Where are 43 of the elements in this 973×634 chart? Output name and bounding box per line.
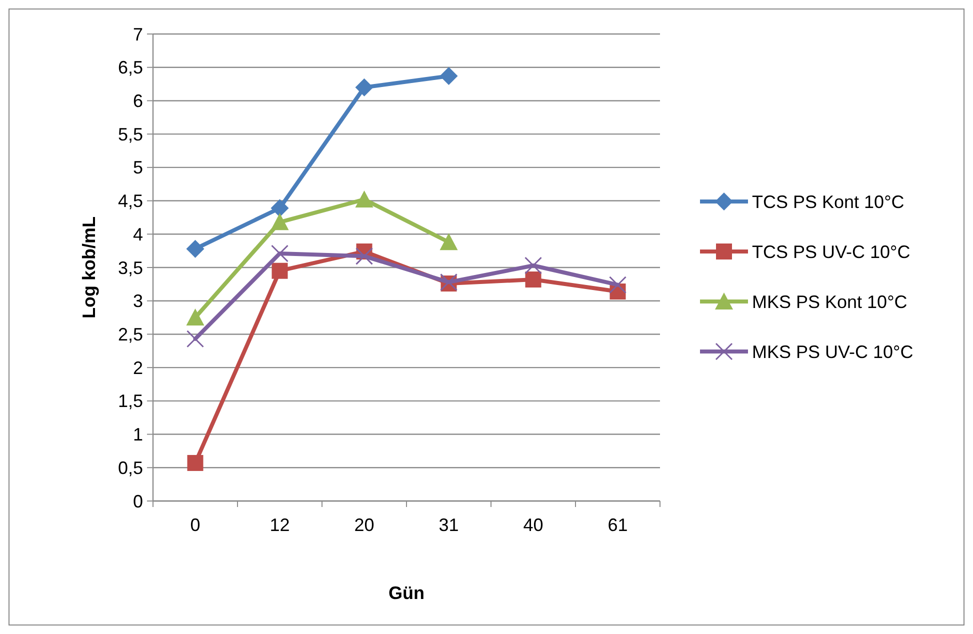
y-tick-label: 7 bbox=[132, 24, 143, 44]
y-axis-title: Log kob/mL bbox=[79, 216, 99, 318]
legend-label: MKS PS UV-C 10°C bbox=[752, 342, 914, 362]
x-tick-label: 61 bbox=[608, 515, 628, 535]
y-tick-label: 3,5 bbox=[118, 258, 143, 278]
point bbox=[270, 213, 289, 230]
point bbox=[525, 272, 542, 288]
y-tick-label: 1,5 bbox=[118, 391, 143, 412]
y-tick-label: 2 bbox=[132, 358, 143, 378]
point bbox=[272, 262, 288, 279]
legend-label: TCS PS Kont 10°C bbox=[752, 192, 904, 212]
x-tick-label: 0 bbox=[190, 515, 200, 535]
y-tick-label: 3 bbox=[132, 291, 143, 312]
point bbox=[356, 247, 373, 265]
legend-label: TCS PS UV-C 10°C bbox=[752, 242, 910, 262]
legend-label: MKS PS Kont 10°C bbox=[752, 292, 908, 312]
x-tick-label: 40 bbox=[523, 515, 544, 535]
x-axis-title: Gün bbox=[388, 583, 424, 603]
point bbox=[186, 308, 204, 326]
point bbox=[186, 240, 204, 258]
point bbox=[355, 78, 374, 96]
y-tick-label: 5 bbox=[132, 158, 143, 178]
point bbox=[524, 256, 542, 274]
y-tick-label: 1 bbox=[132, 424, 143, 445]
y-tick-label: 2,5 bbox=[118, 324, 143, 345]
point bbox=[187, 454, 204, 471]
y-tick-label: 5,5 bbox=[118, 124, 143, 144]
point bbox=[270, 199, 289, 218]
point bbox=[609, 276, 626, 294]
x-tick-label: 12 bbox=[270, 515, 290, 535]
point bbox=[440, 233, 458, 250]
y-tick-label: 4 bbox=[132, 224, 143, 244]
point bbox=[440, 67, 458, 86]
x-tick-label: 31 bbox=[438, 515, 459, 535]
y-tick-label: 4,5 bbox=[118, 191, 143, 212]
point bbox=[355, 190, 374, 208]
y-tick-label: 0,5 bbox=[118, 458, 143, 478]
y-tick-label: 6,5 bbox=[118, 58, 143, 78]
x-tick-label: 20 bbox=[354, 515, 374, 535]
point bbox=[186, 330, 204, 348]
point bbox=[271, 244, 288, 262]
y-tick-label: 0 bbox=[132, 491, 143, 512]
y-tick-label: 6 bbox=[132, 91, 143, 112]
